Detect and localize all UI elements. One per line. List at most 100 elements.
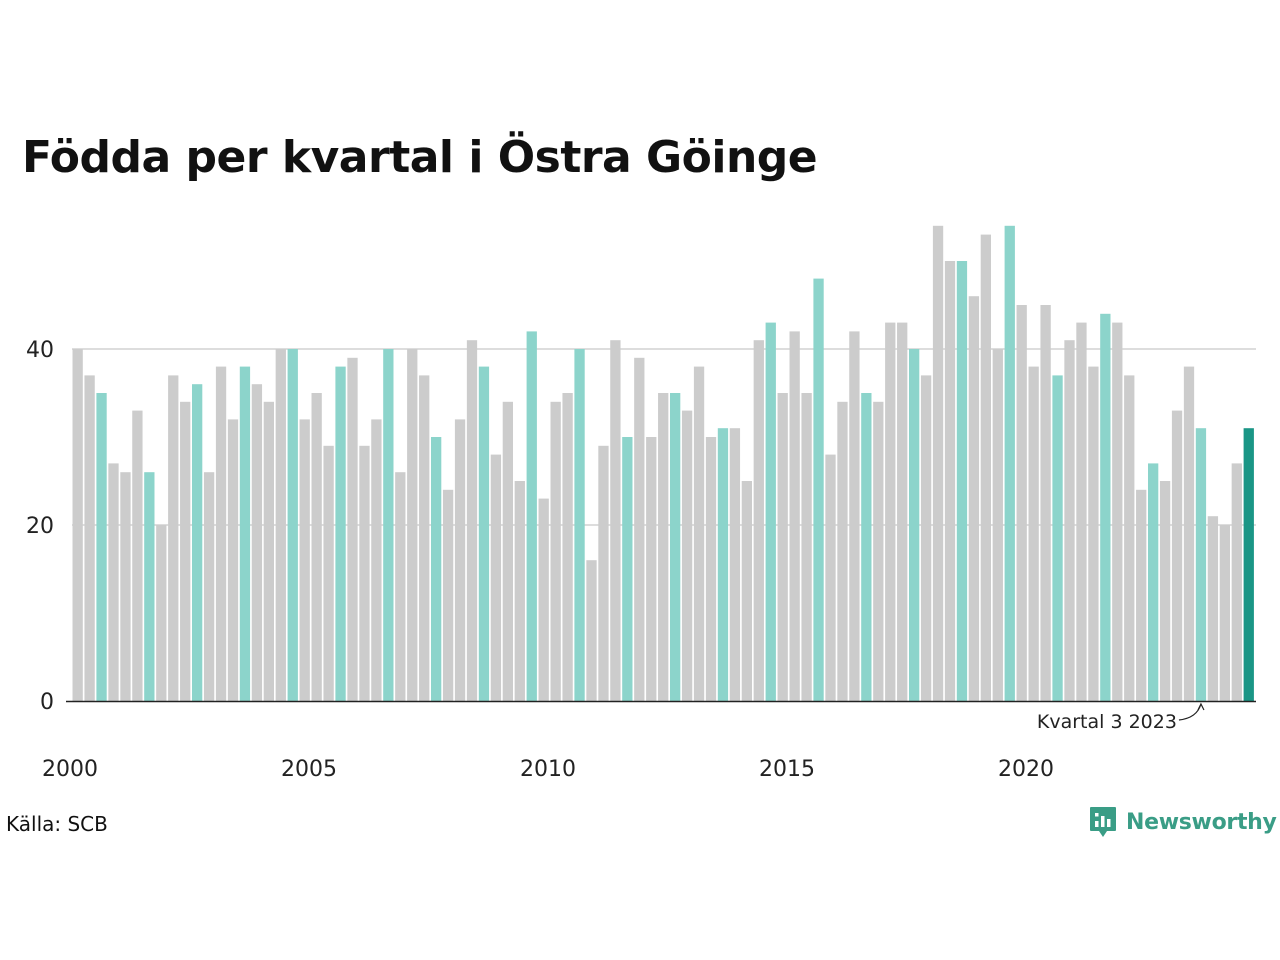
bar [1148,463,1159,701]
bar [646,437,657,701]
bar [156,525,167,701]
annotation-label: Kvartal 3 2023 [1037,711,1177,733]
bar [1171,410,1183,701]
bar [873,401,884,701]
bar [431,437,442,701]
bar [1064,340,1075,701]
bar [753,340,764,701]
bar [490,454,502,701]
bar [693,366,705,701]
bar [203,472,215,701]
bar [837,401,848,701]
bar [84,375,95,701]
x-tick-label: 2015 [759,757,815,782]
bar [598,445,609,701]
bar [502,401,513,701]
bar [789,331,800,701]
bar [1112,322,1123,701]
bar [359,445,370,701]
bar [227,419,239,701]
bar [1207,516,1219,701]
bar [1076,322,1087,701]
bar [1183,366,1195,701]
bar [454,419,466,701]
bar [383,349,394,701]
bar [192,384,203,701]
bar [717,428,729,701]
bar [825,454,836,701]
annotation: Kvartal 3 2023 [1037,702,1205,733]
bar [658,393,669,701]
bar [514,481,525,701]
bar [251,384,263,701]
bar [550,401,561,701]
bar [968,296,980,701]
bar [1004,225,1015,702]
bar-chart: 0 20 40 2000 2005 2010 2015 2020 Kvartal 3 202… [26,225,1256,782]
bar [538,498,549,701]
newsworthy-logo: Newsworthy [1088,804,1277,840]
bar [1159,481,1171,701]
bar [395,472,406,701]
bar [1136,489,1147,701]
bar [287,349,298,701]
bar [897,322,908,701]
y-tick-label: 0 [40,690,54,715]
bar [956,261,968,701]
bar [622,437,633,701]
bar [466,340,478,701]
bar [371,419,382,701]
bar [729,428,741,701]
bar [1088,366,1099,701]
bar [263,401,274,701]
bar [920,375,932,701]
bar [1219,525,1230,701]
bar [741,481,752,701]
bar [813,278,824,701]
bar [849,331,860,701]
bar [992,349,1003,701]
bar [586,560,597,701]
bar [442,489,454,701]
bar [610,340,621,701]
brand-name: Newsworthy [1126,809,1277,835]
bar [634,357,645,701]
bar [311,393,322,701]
bar [120,472,131,701]
bar [419,375,430,701]
bar [526,331,537,701]
bar [909,349,920,701]
bar [144,472,155,701]
bar [323,445,334,701]
bar [108,463,119,701]
x-tick-label: 2005 [281,757,337,782]
bar [705,437,717,701]
bar [168,375,179,701]
bars [72,225,1254,702]
source-note: Källa: SCB [6,812,108,836]
bar [1100,313,1111,701]
newsworthy-logo-icon [1090,807,1116,837]
bar [1052,375,1063,701]
bar [275,349,286,701]
bar [347,357,358,701]
bar [239,366,251,701]
annotation-arrow [1178,702,1205,721]
bar [299,419,310,701]
bar [801,393,812,701]
bar [1124,375,1135,701]
bar [1195,428,1207,701]
bar [765,322,776,701]
bar [1243,428,1254,701]
bar [562,393,573,701]
bar [681,410,693,701]
bar [72,349,83,701]
bar [132,410,143,701]
bar [1040,305,1051,701]
x-tick-label: 2020 [998,757,1054,782]
y-axis-ticks: 0 20 40 [26,338,54,715]
bar [1016,305,1027,701]
bar [980,234,991,701]
chart-title: Födda per kvartal i Östra Göinge [22,132,818,183]
bar [885,322,896,701]
